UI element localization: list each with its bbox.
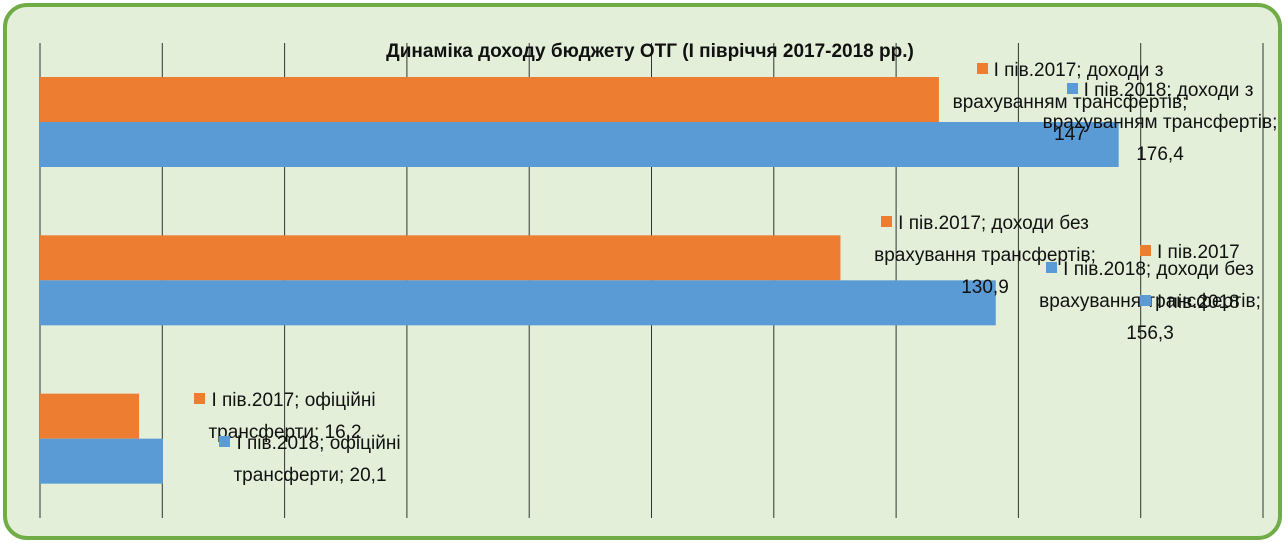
legend-item: І пів.2018	[1140, 292, 1240, 314]
data-label: І пів.2017; доходи з врахуванням трансфе…	[945, 55, 1195, 151]
bar	[40, 393, 140, 439]
label-marker	[881, 216, 893, 227]
bar	[40, 280, 996, 326]
data-label-text: І пів.2017; доходи без врахування трансф…	[874, 213, 1096, 298]
legend-swatch	[1140, 295, 1151, 306]
bar	[40, 438, 163, 484]
plot-area	[39, 43, 1264, 518]
data-label-text: І пів.2018; офіційні трансферти; 20,1	[233, 433, 401, 486]
data-label: І пів.2017; доходи без врахування трансф…	[860, 208, 1110, 304]
label-marker	[1046, 262, 1058, 273]
legend-label: І пів.2017	[1157, 242, 1240, 263]
label-marker	[1066, 83, 1078, 94]
data-label: І пів.2018; офіційні трансферти; 20,1	[185, 428, 435, 492]
legend-item: І пів.2017	[1140, 242, 1240, 264]
data-label-text: І пів.2017; доходи з врахуванням трансфе…	[952, 60, 1188, 145]
legend-label: І пів.2018	[1157, 292, 1240, 313]
label-marker	[194, 393, 206, 404]
data-label-text: І пів.2018; доходи з врахуванням трансфе…	[1042, 80, 1278, 165]
legend-swatch	[1140, 245, 1151, 256]
data-label-text: І пів.2018; доходи без врахування трансф…	[1039, 259, 1261, 344]
label-marker	[219, 436, 231, 447]
label-marker	[976, 63, 988, 74]
chart-title: Динаміка доходу бюджету ОТГ (І півріччя …	[386, 41, 914, 62]
bar	[40, 122, 1119, 167]
data-label: І пів.2018; доходи з врахуванням трансфе…	[1035, 75, 1285, 171]
data-label: І пів.2017; офіційні трансферти; 16,2	[160, 385, 410, 449]
bar	[40, 235, 841, 281]
data-label: І пів.2018; доходи без врахування трансф…	[1025, 254, 1275, 350]
bar	[40, 77, 939, 122]
data-label-text: І пів.2017; офіційні трансферти; 16,2	[208, 390, 376, 443]
